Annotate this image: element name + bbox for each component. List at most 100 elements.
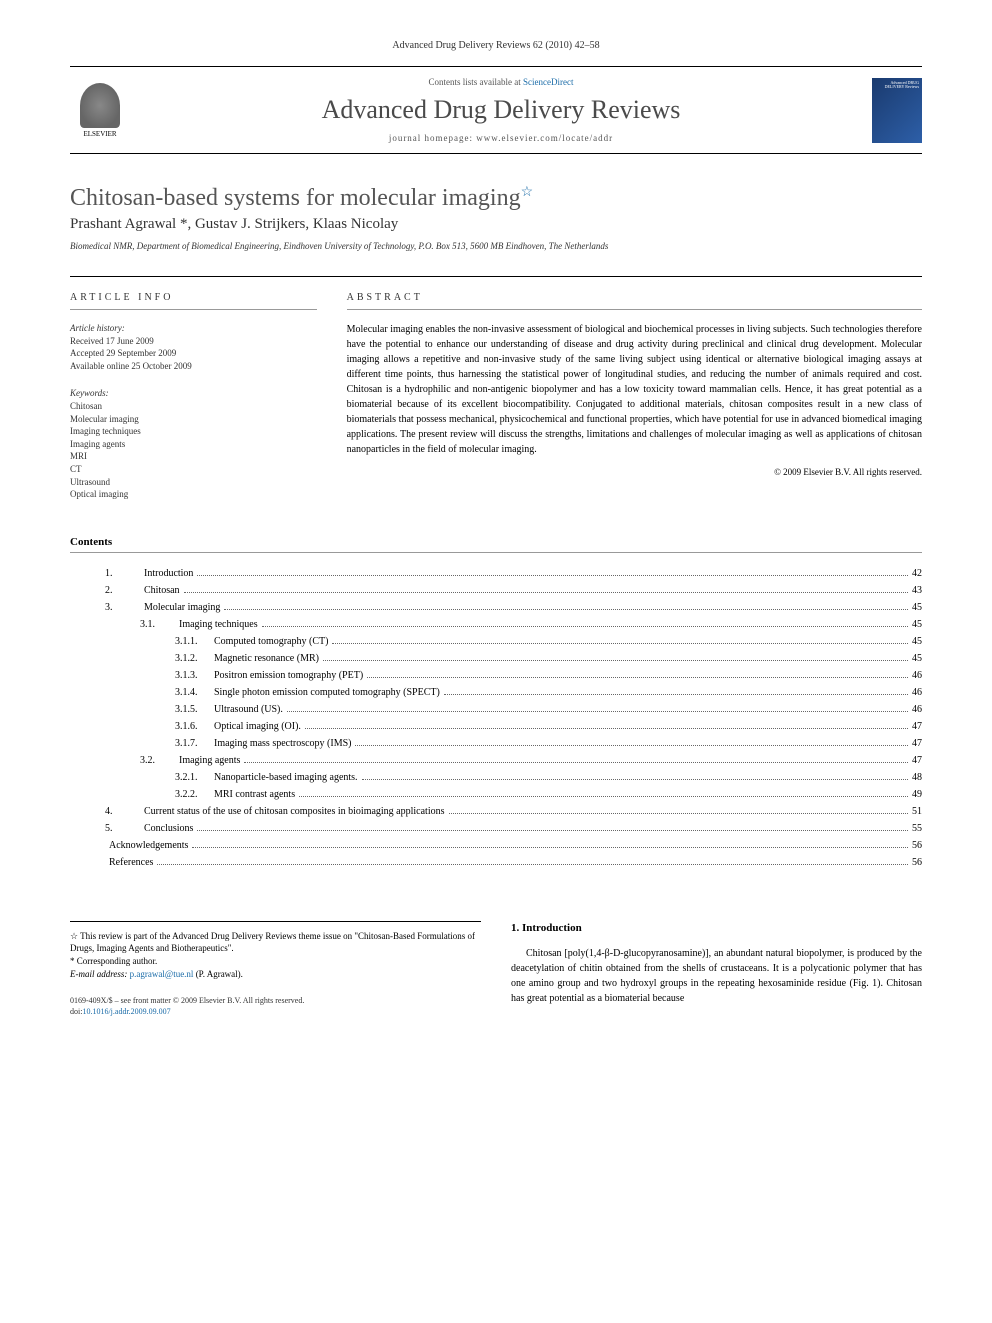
email-label: E-mail address: <box>70 969 130 979</box>
toc-dots <box>299 796 908 797</box>
toc-page: 45 <box>912 633 922 650</box>
info-abstract-row: ARTICLE INFO Article history: Received 1… <box>70 276 922 516</box>
toc-label: Current status of the use of chitosan co… <box>144 803 445 820</box>
article-info-column: ARTICLE INFO Article history: Received 1… <box>70 292 317 516</box>
toc-page: 51 <box>912 803 922 820</box>
banner-center: Contents lists available at ScienceDirec… <box>130 77 872 143</box>
toc-dots <box>197 575 908 576</box>
toc-list: 1.Introduction422.Chitosan433.Molecular … <box>70 565 922 871</box>
article-title: Chitosan-based systems for molecular ima… <box>70 184 922 212</box>
toc-number: 3.2.1. <box>175 769 210 786</box>
toc-page: 46 <box>912 684 922 701</box>
elsevier-logo: ELSEVIER <box>70 75 130 145</box>
email-link[interactable]: p.agrawal@tue.nl <box>130 969 194 979</box>
toc-page: 45 <box>912 616 922 633</box>
toc-label: Chitosan <box>144 582 180 599</box>
toc-label: Ultrasound (US). <box>214 701 283 718</box>
toc-number: 5. <box>105 820 140 837</box>
toc-row: 3.1.5.Ultrasound (US).46 <box>70 701 922 718</box>
journal-title: Advanced Drug Delivery Reviews <box>130 95 872 125</box>
toc-row: 3.1.1.Computed tomography (CT) 45 <box>70 633 922 650</box>
toc-dots <box>332 643 908 644</box>
toc-dots <box>192 847 908 848</box>
toc-dots <box>157 864 908 865</box>
contents-section: Contents 1.Introduction422.Chitosan433.M… <box>70 536 922 871</box>
toc-dots <box>449 813 908 814</box>
doi-line: doi:10.1016/j.addr.2009.09.007 <box>70 1006 481 1017</box>
toc-page: 56 <box>912 854 922 871</box>
abstract-header: ABSTRACT <box>347 292 922 310</box>
toc-row: 4.Current status of the use of chitosan … <box>70 803 922 820</box>
keyword-item: Imaging agents <box>70 438 317 451</box>
journal-homepage: journal homepage: www.elsevier.com/locat… <box>130 133 872 143</box>
homepage-url: www.elsevier.com/locate/addr <box>476 133 613 143</box>
toc-number: 2. <box>105 582 140 599</box>
doi-block: 0169-409X/$ – see front matter © 2009 El… <box>70 995 481 1017</box>
intro-paragraph: Chitosan [poly(1,4-β-D-glucopyranosamine… <box>511 948 922 1004</box>
toc-number: 3.1. <box>140 616 175 633</box>
toc-row: 5.Conclusions55 <box>70 820 922 837</box>
homepage-label: journal homepage: <box>389 133 476 143</box>
toc-label: Magnetic resonance (MR) <box>214 650 319 667</box>
toc-page: 56 <box>912 837 922 854</box>
journal-banner: ELSEVIER Contents lists available at Sci… <box>70 66 922 154</box>
keywords-list: ChitosanMolecular imagingImaging techniq… <box>70 400 317 501</box>
toc-label: Positron emission tomography (PET) <box>214 667 363 684</box>
toc-dots <box>362 779 908 780</box>
toc-number: 3.2.2. <box>175 786 210 803</box>
toc-row: 3.1.7.Imaging mass spectroscopy (IMS)47 <box>70 735 922 752</box>
toc-page: 45 <box>912 599 922 616</box>
sciencedirect-link[interactable]: ScienceDirect <box>523 77 573 87</box>
received-date: Received 17 June 2009 <box>70 335 317 348</box>
toc-number: 3.1.6. <box>175 718 210 735</box>
authors: Prashant Agrawal *, Gustav J. Strijkers,… <box>70 216 922 233</box>
introduction-column: 1. Introduction Chitosan [poly(1,4-β-D-g… <box>511 921 922 1018</box>
toc-page: 43 <box>912 582 922 599</box>
toc-number: 3.1.7. <box>175 735 210 752</box>
toc-label: Computed tomography (CT) <box>214 633 328 650</box>
email-suffix: (P. Agrawal). <box>193 969 243 979</box>
toc-page: 47 <box>912 752 922 769</box>
front-matter: 0169-409X/$ – see front matter © 2009 El… <box>70 995 481 1006</box>
publisher-name: ELSEVIER <box>83 130 116 138</box>
toc-dots <box>287 711 908 712</box>
toc-row: 3.1.2.Magnetic resonance (MR)45 <box>70 650 922 667</box>
toc-page: 47 <box>912 718 922 735</box>
toc-label: Imaging agents <box>179 752 240 769</box>
toc-row: 2.Chitosan 43 <box>70 582 922 599</box>
doi-label: doi: <box>70 1007 82 1016</box>
toc-row: Acknowledgements56 <box>70 837 922 854</box>
contents-title: Contents <box>70 536 922 553</box>
toc-row: 3.2.Imaging agents 47 <box>70 752 922 769</box>
toc-label: Imaging mass spectroscopy (IMS) <box>214 735 351 752</box>
keyword-item: Ultrasound <box>70 476 317 489</box>
toc-label: Imaging techniques <box>179 616 258 633</box>
toc-number: 3.2. <box>140 752 175 769</box>
abstract-text: Molecular imaging enables the non-invasi… <box>347 322 922 457</box>
toc-label: Single photon emission computed tomograp… <box>214 684 440 701</box>
toc-page: 55 <box>912 820 922 837</box>
toc-dots <box>197 830 908 831</box>
toc-label: MRI contrast agents <box>214 786 295 803</box>
keywords-label: Keywords: <box>70 387 317 400</box>
title-footnote-marker: ☆ <box>521 185 534 200</box>
toc-dots <box>244 762 908 763</box>
email-line: E-mail address: p.agrawal@tue.nl (P. Agr… <box>70 968 481 981</box>
toc-row: 3.1.Imaging techniques 45 <box>70 616 922 633</box>
toc-number: 1. <box>105 565 140 582</box>
header-citation: Advanced Drug Delivery Reviews 62 (2010)… <box>70 40 922 51</box>
intro-heading: 1. Introduction <box>511 921 922 936</box>
toc-number: 3.1.1. <box>175 633 210 650</box>
footer-section: ☆ This review is part of the Advanced Dr… <box>70 921 922 1018</box>
toc-dots <box>262 626 908 627</box>
toc-number: 3.1.5. <box>175 701 210 718</box>
intro-text: Chitosan [poly(1,4-β-D-glucopyranosamine… <box>511 946 922 1006</box>
toc-number: 4. <box>105 803 140 820</box>
toc-label: Introduction <box>144 565 193 582</box>
toc-number: 3.1.4. <box>175 684 210 701</box>
elsevier-tree-icon <box>80 83 120 128</box>
cover-text: Advanced DRUG DELIVERY Reviews <box>872 81 919 91</box>
toc-page: 49 <box>912 786 922 803</box>
toc-label: References <box>109 854 153 871</box>
doi-link[interactable]: 10.1016/j.addr.2009.09.007 <box>82 1007 170 1016</box>
